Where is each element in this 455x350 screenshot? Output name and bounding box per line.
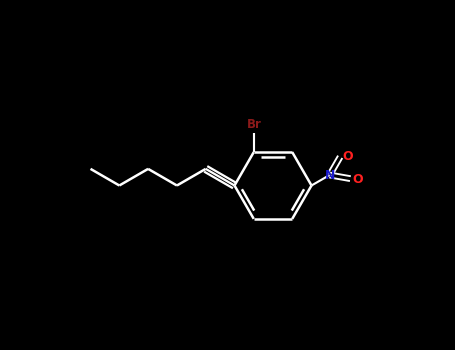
- Text: O: O: [342, 149, 353, 163]
- Text: O: O: [352, 173, 363, 186]
- Text: N: N: [324, 168, 335, 182]
- Text: Br: Br: [247, 118, 262, 131]
